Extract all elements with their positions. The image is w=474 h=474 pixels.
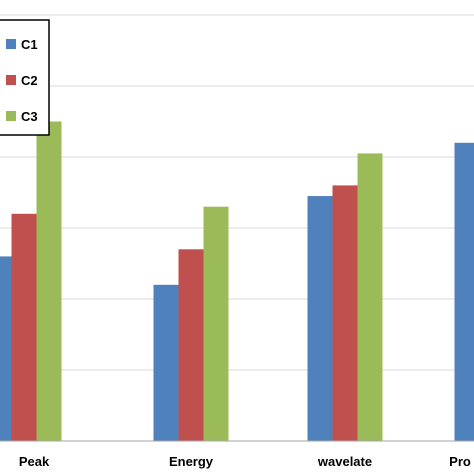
legend-swatch-c2 [6, 75, 16, 85]
bar-c1-peak [0, 256, 12, 441]
x-tick-label: Peak [19, 454, 50, 469]
gridlines [0, 14, 474, 371]
x-tick-label: wavelate [317, 454, 372, 469]
legend-swatch-c1 [6, 39, 16, 49]
legend-label-c1: C1 [21, 37, 38, 52]
x-tick-labels: Peak Energy wavelate Pro [19, 454, 471, 469]
bar-c3-energy [203, 206, 229, 441]
bar-c2-peak [11, 213, 37, 441]
bar-c3-peak [36, 121, 62, 441]
bar-c1-pro [454, 142, 474, 442]
bar-c1-wavelate [307, 196, 333, 441]
bar-c1-energy [153, 284, 179, 441]
legend-swatch-c3 [6, 111, 16, 121]
legend-label-c3: C3 [21, 109, 38, 124]
bar-c3-wavelate [357, 153, 383, 441]
legend-label-c2: C2 [21, 73, 38, 88]
x-tick-label: Energy [169, 454, 214, 469]
x-tick-label: Pro [449, 454, 471, 469]
bar-c2-energy [178, 249, 204, 441]
bar-c2-wavelate [332, 185, 358, 441]
legend: C1 C2 C3 [0, 19, 50, 136]
bars [0, 121, 474, 442]
